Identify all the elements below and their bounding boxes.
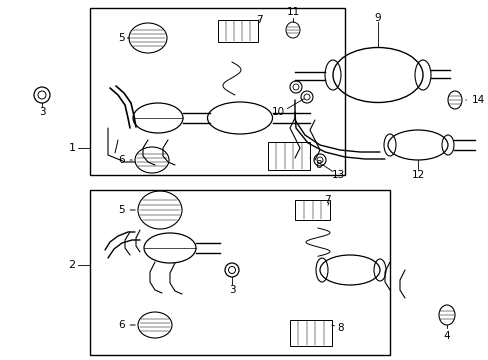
Text: 4: 4 <box>443 331 449 341</box>
Text: 3: 3 <box>39 107 45 117</box>
Text: 9: 9 <box>374 13 381 23</box>
Text: 5: 5 <box>118 33 130 43</box>
Text: 6: 6 <box>118 155 132 165</box>
Text: 3: 3 <box>228 285 235 295</box>
Bar <box>218 20 258 42</box>
Text: 13: 13 <box>331 170 344 180</box>
Bar <box>267 142 309 170</box>
Bar <box>294 200 329 220</box>
Text: 7: 7 <box>325 195 334 205</box>
Text: 7: 7 <box>257 15 266 25</box>
Text: 2: 2 <box>68 260 76 270</box>
Text: 8: 8 <box>309 158 321 170</box>
Text: 12: 12 <box>410 170 424 180</box>
Text: 1: 1 <box>68 143 75 153</box>
Text: 6: 6 <box>118 320 135 330</box>
Bar <box>90 8 345 175</box>
Text: 8: 8 <box>331 323 343 333</box>
Text: 5: 5 <box>118 205 135 215</box>
Text: 14: 14 <box>465 95 484 105</box>
Text: 11: 11 <box>286 7 299 17</box>
Bar <box>289 320 331 346</box>
Text: 10: 10 <box>271 107 284 117</box>
Bar <box>90 190 389 355</box>
